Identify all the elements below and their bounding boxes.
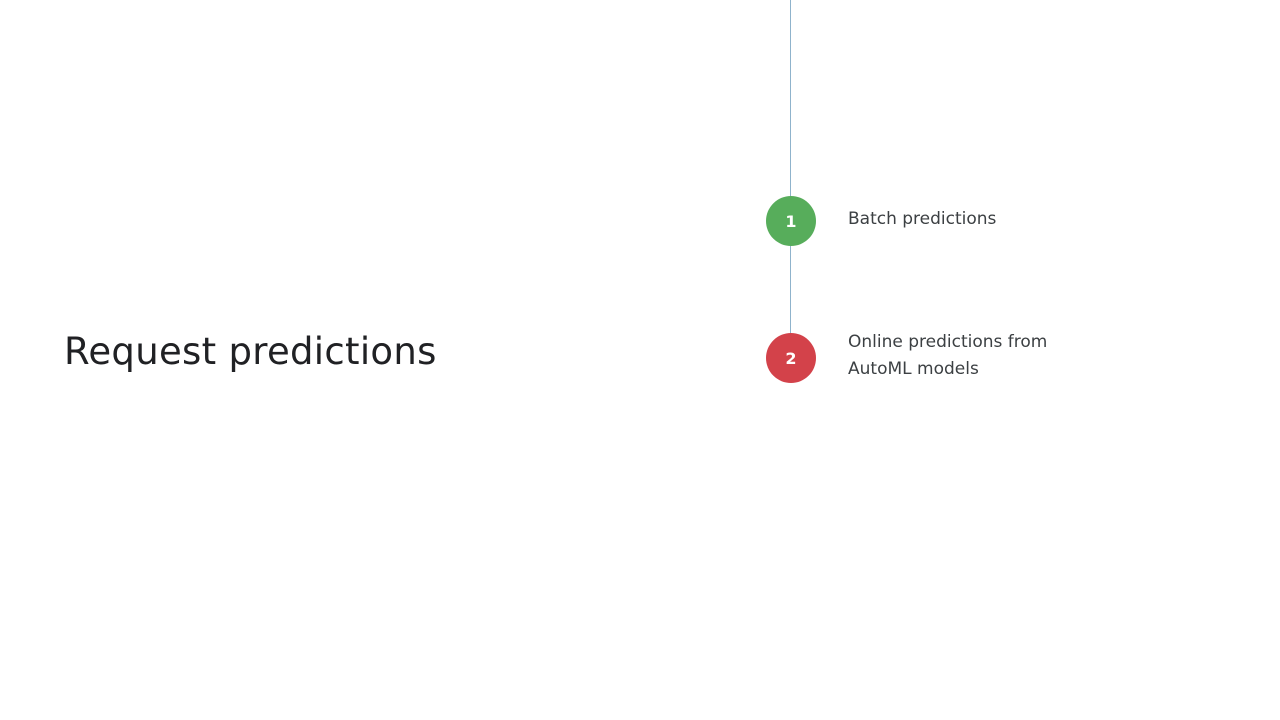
- step-1-number-badge: 1: [766, 196, 816, 246]
- step-2-label-line-2: AutoML models: [848, 359, 979, 379]
- step-2-label: Online predictions from AutoML models: [848, 329, 1108, 383]
- slide-title: Request predictions: [64, 330, 437, 373]
- step-2-label-line-1: Online predictions from: [848, 332, 1048, 352]
- step-2-number-badge: 2: [766, 333, 816, 383]
- timeline-connector-line: [790, 0, 791, 336]
- step-1-label: Batch predictions: [848, 209, 997, 229]
